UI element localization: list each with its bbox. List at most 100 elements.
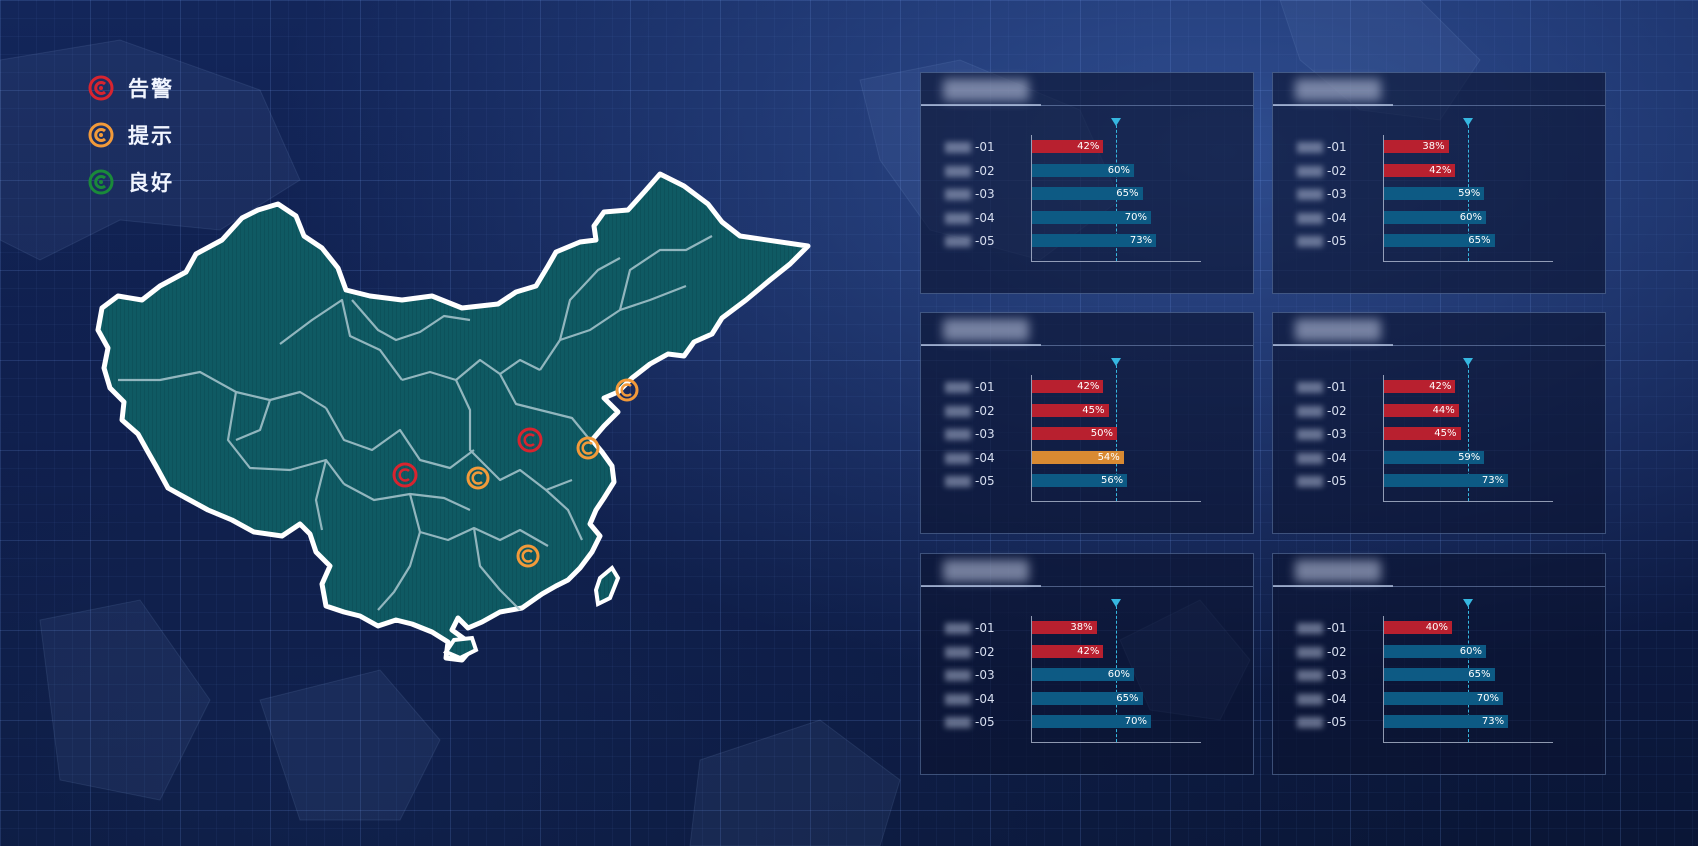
blurred-category-prefix <box>1297 670 1323 681</box>
bar-value-label: 42% <box>1077 381 1100 392</box>
legend-item-good: 良好 <box>88 166 174 198</box>
category-label: -04 <box>945 451 995 465</box>
notice-marker-icon[interactable] <box>466 466 490 490</box>
bar: 60% <box>1032 163 1134 177</box>
category-text: -05 <box>975 715 995 729</box>
category-label: -02 <box>945 164 995 178</box>
title-underline <box>921 344 1041 346</box>
title-underline <box>1273 104 1393 106</box>
category-text: -03 <box>975 427 995 441</box>
category-label: -01 <box>945 380 995 394</box>
blurred-category-prefix <box>945 717 971 728</box>
category-label: -02 <box>1297 404 1347 418</box>
alarm-ring-icon <box>88 75 114 101</box>
blurred-category-prefix <box>945 212 971 224</box>
category-label: -05 <box>945 715 995 729</box>
blurred-category-prefix <box>1297 165 1323 177</box>
bar-value-label: 44% <box>1432 404 1455 416</box>
category-text: -01 <box>975 380 995 394</box>
category-text: -02 <box>1327 403 1347 418</box>
blurred-title <box>1295 79 1381 101</box>
bar: 73% <box>1384 715 1509 728</box>
bar: 59% <box>1384 450 1485 464</box>
category-label: -04 <box>1297 451 1347 465</box>
bar-value-label: 73% <box>1481 475 1505 486</box>
blurred-category-prefix <box>945 165 971 177</box>
bar: 73% <box>1384 474 1509 487</box>
bar-value-label: 54% <box>1097 451 1120 463</box>
bar: 38% <box>1384 140 1449 153</box>
category-label: -05 <box>1297 234 1347 248</box>
category-text: -02 <box>1327 644 1347 659</box>
alarm-marker-icon[interactable] <box>392 462 418 488</box>
target-marker-icon <box>1111 358 1121 366</box>
category-label: -05 <box>1297 474 1347 488</box>
category-text: -01 <box>975 621 995 635</box>
blurred-category-prefix <box>1297 623 1323 634</box>
legend-label: 良好 <box>128 171 174 195</box>
panel-title <box>921 73 1253 106</box>
chart-x-axis <box>1383 741 1553 743</box>
category-text: -04 <box>975 691 995 706</box>
category-text: -02 <box>1327 163 1347 178</box>
bar-value-label: 65% <box>1468 235 1491 246</box>
bar: 44% <box>1384 403 1459 417</box>
bar: 42% <box>1384 163 1456 177</box>
bar-value-label: 42% <box>1429 381 1452 392</box>
notice-marker-icon[interactable] <box>516 544 540 568</box>
blurred-category-prefix <box>945 452 971 464</box>
blurred-title <box>943 319 1029 341</box>
bar: 65% <box>1032 691 1143 705</box>
panel-title <box>1273 313 1605 346</box>
chart-x-axis <box>1031 741 1201 743</box>
target-marker-icon <box>1111 599 1121 607</box>
chart-x-axis <box>1031 260 1201 262</box>
bar-value-label: 50% <box>1090 428 1113 439</box>
chart-y-axis <box>1031 135 1032 261</box>
category-text: -05 <box>1327 715 1347 729</box>
category-label: -04 <box>1297 211 1347 225</box>
notice-marker-icon[interactable] <box>576 436 600 460</box>
bar-value-label: 73% <box>1481 716 1505 727</box>
blurred-category-prefix <box>1297 382 1323 393</box>
status-legend: 告警 提示 良好 <box>88 72 174 213</box>
blurred-category-prefix <box>945 236 971 247</box>
category-label: -03 <box>1297 668 1347 682</box>
bar-value-label: 60% <box>1107 669 1130 680</box>
bar-value-label: 42% <box>1429 164 1452 176</box>
hainan-island <box>443 635 479 661</box>
category-text: -05 <box>975 234 995 248</box>
blurred-category-prefix <box>1297 189 1323 200</box>
category-label: -02 <box>1297 645 1347 659</box>
bar-value-label: 60% <box>1107 164 1130 176</box>
region-panel: -01 38% -02 42% -03 60% -04 65% -05 70% <box>920 553 1254 775</box>
category-label: -03 <box>1297 187 1347 201</box>
blurred-title <box>1295 319 1381 341</box>
legend-label: 告警 <box>128 77 174 101</box>
bar-value-label: 65% <box>1116 188 1139 199</box>
region-panel: -01 38% -02 42% -03 59% -04 60% -05 65% <box>1272 72 1606 294</box>
category-label: -01 <box>945 621 995 635</box>
bar: 65% <box>1032 187 1143 200</box>
bar: 60% <box>1384 210 1486 224</box>
blurred-category-prefix <box>1297 476 1323 487</box>
title-underline <box>1273 585 1393 587</box>
notice-marker-icon[interactable] <box>615 378 639 402</box>
bar-value-label: 38% <box>1070 622 1093 633</box>
category-label: -04 <box>945 211 995 225</box>
category-text: -05 <box>975 474 995 488</box>
blurred-category-prefix <box>1297 212 1323 224</box>
bar: 42% <box>1032 140 1104 153</box>
legend-label: 提示 <box>128 124 174 148</box>
panel-title <box>921 313 1253 346</box>
category-text: -04 <box>975 210 995 225</box>
blurred-title <box>1295 560 1381 582</box>
alarm-marker-icon[interactable] <box>517 427 543 453</box>
bar: 45% <box>1384 427 1461 440</box>
category-text: -02 <box>975 403 995 418</box>
china-outline <box>95 171 811 663</box>
bar-value-label: 65% <box>1468 669 1491 680</box>
legend-item-notice: 提示 <box>88 119 174 151</box>
category-label: -03 <box>1297 427 1347 441</box>
chart-x-axis <box>1383 500 1553 502</box>
